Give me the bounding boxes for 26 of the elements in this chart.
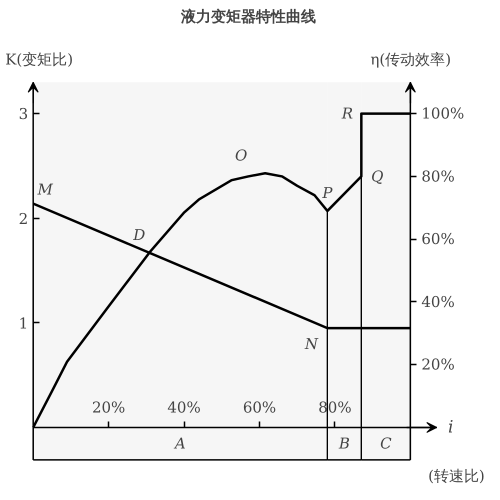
y2-tick-label: 80%	[421, 167, 455, 186]
x-tick-label: 60%	[242, 398, 276, 416]
y-axis-title: K(变矩比)	[5, 50, 74, 68]
annotation: R	[340, 104, 353, 123]
y-tick-label: 1	[18, 314, 28, 332]
y2-axis-title: η(传动效率)	[370, 50, 452, 68]
chart-title: 液力变矩器特性曲线	[180, 8, 316, 26]
annotation: P	[321, 184, 334, 202]
annotation: Q	[371, 167, 384, 186]
x-tick-label: 40%	[167, 398, 201, 416]
band-label: C	[380, 434, 392, 453]
annotation: D	[132, 226, 146, 244]
annotation: O	[235, 146, 248, 164]
text: (转速比)	[428, 466, 485, 485]
y2-tick-label: 100%	[421, 104, 464, 123]
band-label: B	[338, 434, 350, 453]
y-tick-label: 2	[18, 210, 28, 228]
y-tick-label: 3	[18, 105, 28, 124]
x-axis-title: i	[448, 417, 454, 438]
y2-tick-label: 20%	[421, 356, 455, 374]
annotation: M	[36, 180, 54, 199]
y2-tick-label: 40%	[421, 292, 455, 311]
x-tick-label: 20%	[92, 398, 126, 416]
annotation: N	[304, 335, 319, 354]
band-label: A	[172, 434, 186, 453]
y2-tick-label: 60%	[421, 230, 455, 248]
